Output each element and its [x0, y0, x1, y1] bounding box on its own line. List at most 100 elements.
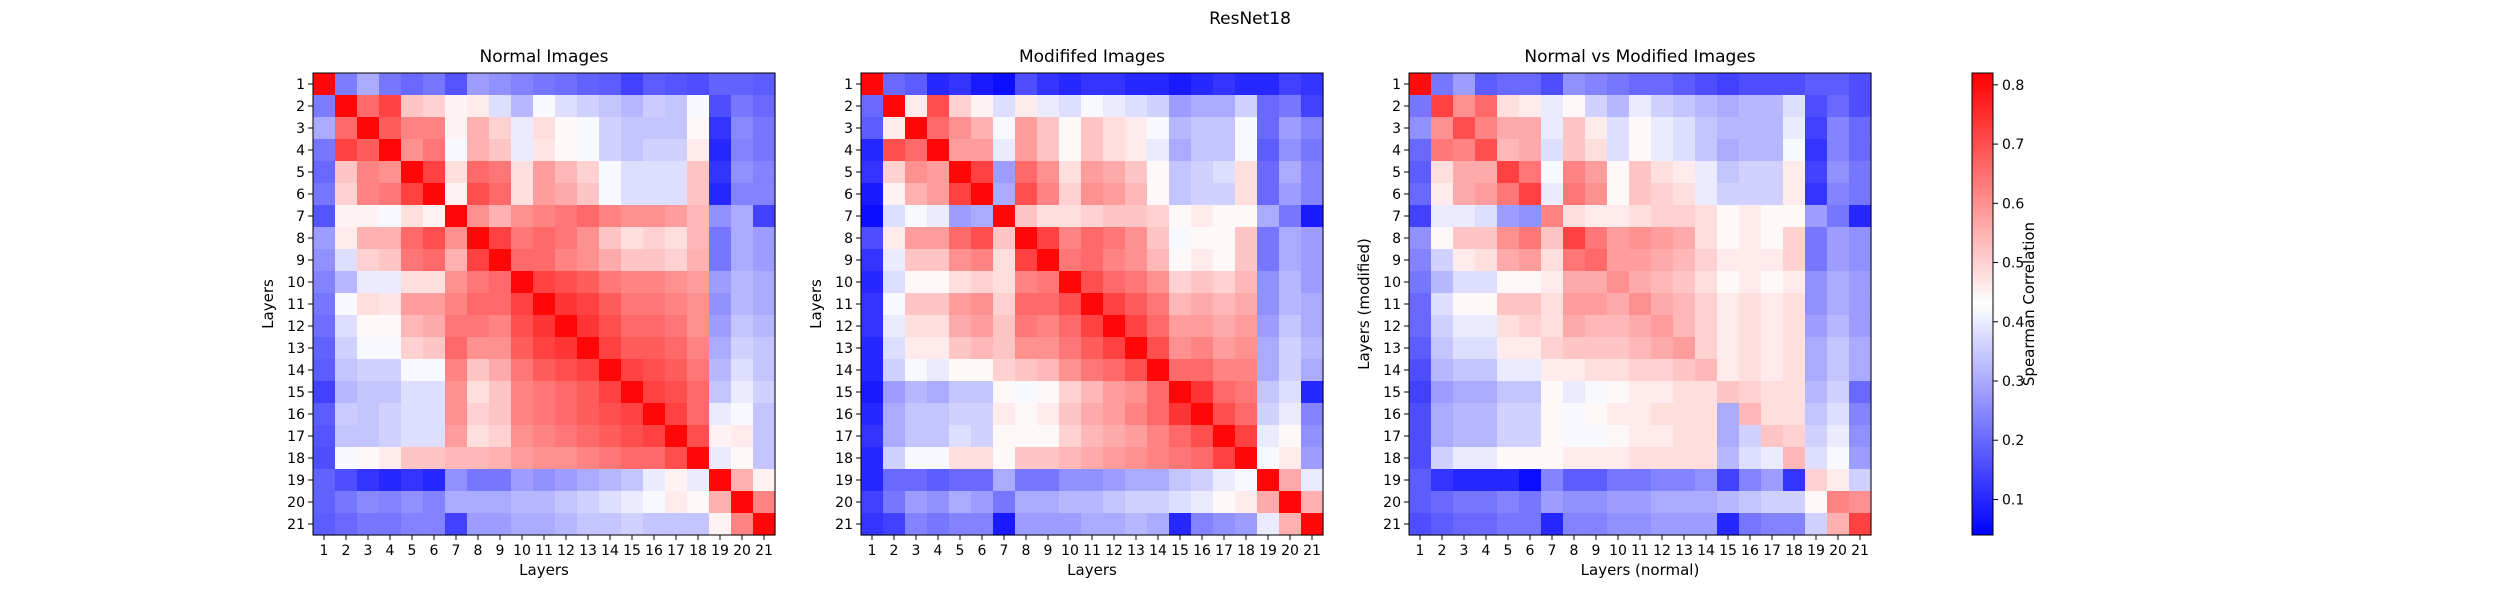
x-tick-label: 15 [1171, 543, 1189, 559]
heatmap-cell [1059, 183, 1082, 206]
heatmap-cell [1739, 205, 1762, 228]
heatmap-cell [313, 249, 336, 272]
x-tick-label: 10 [1609, 543, 1627, 559]
heatmap-cell [1651, 513, 1674, 536]
heatmap-cell [511, 315, 534, 338]
heatmap-cell [489, 139, 512, 162]
colorbar-tick-label: 0.5 [2002, 256, 2024, 272]
heatmap-cell [1673, 293, 1696, 316]
heatmap-cell [445, 227, 468, 250]
y-tick-label: 16 [287, 407, 305, 423]
heatmap-cell [1805, 381, 1828, 404]
heatmap-cell [687, 315, 710, 338]
heatmap-cell [1235, 73, 1258, 96]
heatmap-cell [709, 491, 732, 514]
heatmap-cell [1301, 293, 1324, 316]
heatmap-cell [577, 425, 600, 448]
heatmap-cell [1081, 227, 1104, 250]
heatmap-cell [1497, 337, 1520, 360]
heatmap-cell [1103, 469, 1126, 492]
x-tick-label: 6 [978, 543, 987, 559]
x-tick-label: 21 [1851, 543, 1869, 559]
heatmap-cell [1783, 491, 1806, 514]
heatmap-cell [1563, 425, 1586, 448]
heatmap-cell [1213, 161, 1236, 184]
heatmap-cell [1629, 161, 1652, 184]
heatmap-cell [665, 183, 688, 206]
heatmap-cell [555, 205, 578, 228]
heatmap-cell [905, 403, 928, 426]
heatmap-cell [1475, 139, 1498, 162]
heatmap-cell [313, 205, 336, 228]
heatmap-cell [1519, 315, 1542, 338]
heatmap-cell [401, 271, 424, 294]
heatmap-cell [753, 337, 776, 360]
heatmap-cell [313, 139, 336, 162]
heatmap-cell [1805, 205, 1828, 228]
heatmap-cell [949, 425, 972, 448]
heatmap-cell [423, 139, 446, 162]
heatmap-cell [883, 139, 906, 162]
heatmap-cell [753, 447, 776, 470]
heatmap-cell [511, 73, 534, 96]
heatmap-cell [1585, 359, 1608, 382]
heatmap-cell [1453, 425, 1476, 448]
heatmap-cell [621, 469, 644, 492]
heatmap-cell [687, 513, 710, 536]
heatmap-cell [1125, 447, 1148, 470]
heatmap-cell [1805, 403, 1828, 426]
x-tick-label: 9 [1044, 543, 1053, 559]
heatmap-cell [379, 95, 402, 118]
heatmap-cell [687, 249, 710, 272]
heatmap-cell [971, 359, 994, 382]
heatmap-cell [1081, 139, 1104, 162]
heatmap-cell [599, 271, 622, 294]
x-tick-label: 20 [733, 543, 751, 559]
heatmap-cell [1607, 73, 1630, 96]
heatmap-cell [1169, 249, 1192, 272]
heatmap-cell [753, 73, 776, 96]
heatmap-cell [753, 491, 776, 514]
heatmap-cell [1169, 227, 1192, 250]
heatmap-cell [1629, 183, 1652, 206]
heatmap-cell [709, 403, 732, 426]
heatmap-cell [861, 271, 884, 294]
heatmap-cell [401, 205, 424, 228]
heatmap-cell [1431, 513, 1454, 536]
y-tick-label: 6 [296, 187, 305, 203]
heatmap-cell [1585, 513, 1608, 536]
heatmap-cell [423, 205, 446, 228]
heatmap-cell [927, 271, 950, 294]
heatmap-cell [1147, 183, 1170, 206]
heatmap-cell [621, 337, 644, 360]
heatmap-cell [313, 337, 336, 360]
heatmap-cell [1191, 315, 1214, 338]
heatmap-cell [599, 381, 622, 404]
heatmap-cell [467, 447, 490, 470]
heatmap-cell [1849, 513, 1872, 536]
heatmap-cell [1717, 95, 1740, 118]
y-tick-label: 9 [296, 253, 305, 269]
heatmap-cell [533, 139, 556, 162]
heatmap-cell [905, 469, 928, 492]
heatmap-cell [1849, 95, 1872, 118]
y-tick-label: 7 [844, 209, 853, 225]
heatmap-cell [555, 227, 578, 250]
heatmap-cell [1629, 95, 1652, 118]
heatmap-cell [905, 513, 928, 536]
heatmap-cell [1015, 271, 1038, 294]
y-tick-label: 19 [1383, 473, 1401, 489]
heatmap-cell [533, 315, 556, 338]
heatmap-cell [1651, 447, 1674, 470]
heatmap-cell [1849, 359, 1872, 382]
heatmap-cell [1827, 117, 1850, 140]
heatmap-cell [905, 227, 928, 250]
heatmap-cell [1191, 337, 1214, 360]
heatmap-cell [1607, 359, 1630, 382]
heatmap-cell [1607, 183, 1630, 206]
heatmap-cell [445, 469, 468, 492]
heatmap-cell [1235, 447, 1258, 470]
heatmap-cell [335, 249, 358, 272]
heatmap-cell [599, 337, 622, 360]
heatmap-cell [489, 359, 512, 382]
